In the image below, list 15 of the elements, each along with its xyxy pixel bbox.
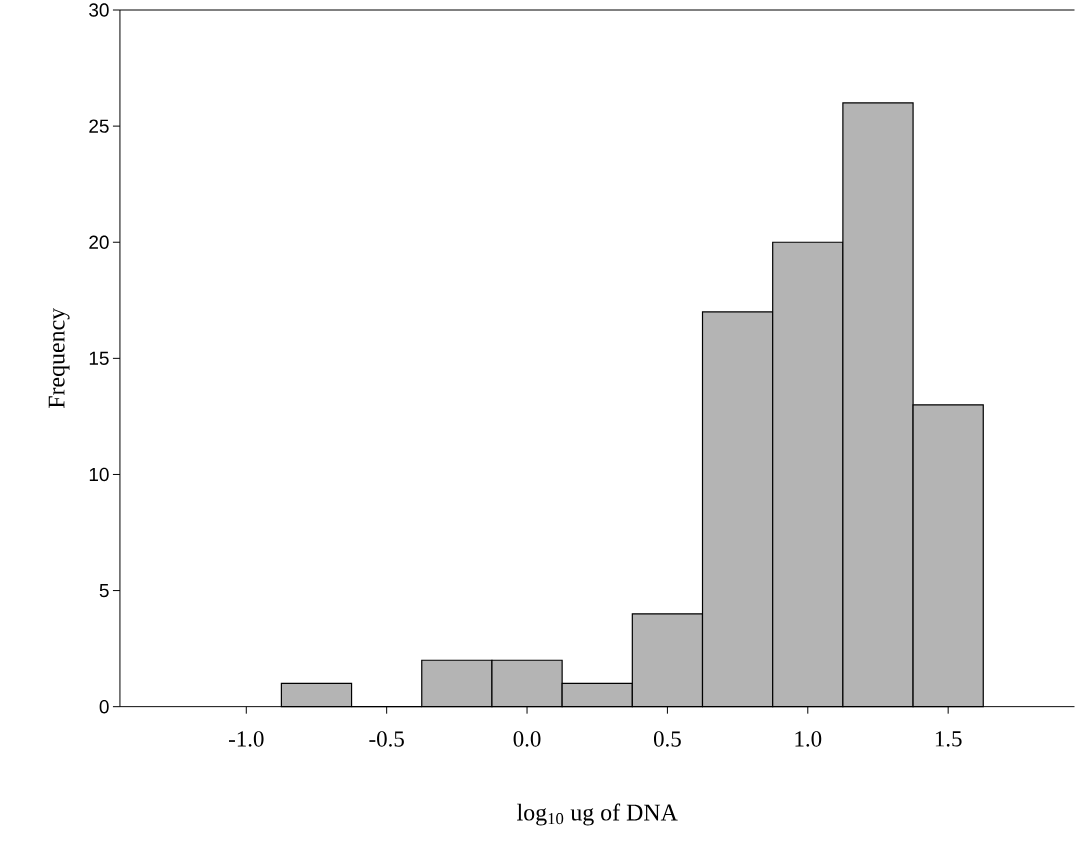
x-tick-label: -1.0 [229, 731, 264, 747]
x-tick-label: -0.5 [369, 731, 404, 747]
y-tick-label: 30 [89, 3, 109, 17]
x-tick-label: 0.5 [653, 731, 681, 747]
y-tick-label: 25 [89, 119, 109, 134]
y-tick-label: 15 [89, 351, 109, 366]
x-tick-label: 0.0 [513, 731, 541, 747]
x-tick-label: 1.0 [795, 731, 822, 747]
x-tick-label: 1.5 [935, 731, 962, 747]
y-tick-label: 20 [89, 235, 109, 250]
y-tick-label: 0 [99, 700, 109, 714]
y-tick-label: 10 [89, 467, 109, 482]
x-axis-title: log$_{10}$ ug of DNA [517, 803, 678, 826]
y-axis-title: Frequency [48, 308, 70, 409]
y-tick-label: 5 [99, 584, 109, 598]
